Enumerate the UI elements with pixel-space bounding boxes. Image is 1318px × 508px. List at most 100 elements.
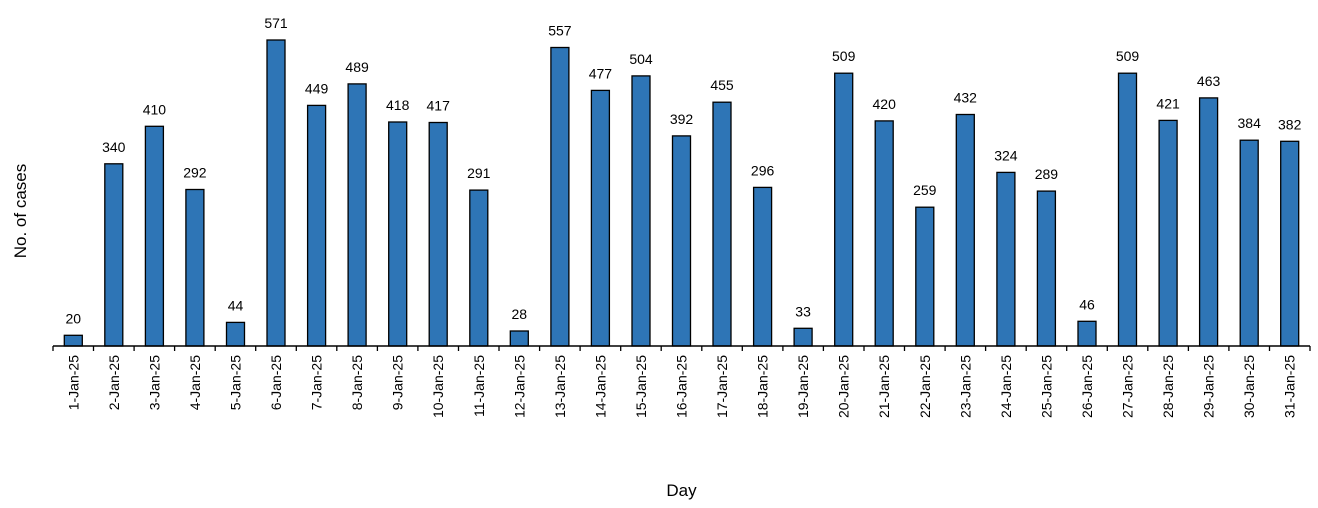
data-labels-group: 20 340 410 292 44 571 449 489 418 417 291 28 557 477 5… bbox=[66, 15, 1302, 326]
x-axis-title: Day bbox=[666, 481, 697, 500]
tick-label-4-Jan-25: 4-Jan-25 bbox=[187, 355, 203, 410]
tick-label-31-Jan-25: 31-Jan-25 bbox=[1282, 355, 1298, 418]
data-label-7-Jan-25: 449 bbox=[305, 80, 329, 96]
tick-label-21-Jan-25: 21-Jan-25 bbox=[876, 355, 892, 418]
data-label-12-Jan-25: 28 bbox=[512, 306, 528, 322]
bar-10-Jan-25 bbox=[428, 121, 448, 347]
tick-label-20-Jan-25: 20-Jan-25 bbox=[836, 355, 852, 418]
data-label-2-Jan-25: 340 bbox=[102, 139, 126, 155]
bar-15-Jan-25 bbox=[631, 75, 651, 347]
data-label-25-Jan-25: 289 bbox=[1035, 166, 1059, 182]
tick-label-3-Jan-25: 3-Jan-25 bbox=[146, 355, 162, 410]
bar-5-Jan-25 bbox=[225, 321, 246, 347]
tick-label-27-Jan-25: 27-Jan-25 bbox=[1120, 355, 1136, 418]
tick-label-14-Jan-25: 14-Jan-25 bbox=[592, 355, 608, 418]
bar-3-Jan-25 bbox=[144, 125, 165, 347]
bar-16-Jan-25 bbox=[671, 135, 692, 347]
data-label-22-Jan-25: 259 bbox=[913, 182, 937, 198]
data-label-15-Jan-25: 504 bbox=[629, 51, 653, 67]
data-label-21-Jan-25: 420 bbox=[873, 96, 897, 112]
bar-8-Jan-25 bbox=[347, 83, 367, 347]
data-label-13-Jan-25: 557 bbox=[548, 23, 572, 39]
data-label-8-Jan-25: 489 bbox=[345, 59, 369, 75]
x-ticks-group bbox=[52, 346, 1311, 351]
bar-18-Jan-25 bbox=[752, 186, 773, 347]
tick-label-1-Jan-25: 1-Jan-25 bbox=[65, 355, 81, 410]
data-label-11-Jan-25: 291 bbox=[467, 165, 491, 181]
tick-label-7-Jan-25: 7-Jan-25 bbox=[309, 355, 325, 410]
bar-25-Jan-25 bbox=[1036, 190, 1057, 347]
data-label-30-Jan-25: 384 bbox=[1238, 115, 1262, 131]
data-label-19-Jan-25: 33 bbox=[795, 303, 811, 319]
tick-label-24-Jan-25: 24-Jan-25 bbox=[998, 355, 1014, 418]
bar-28-Jan-25 bbox=[1158, 119, 1178, 347]
tick-label-15-Jan-25: 15-Jan-25 bbox=[633, 355, 649, 418]
data-label-17-Jan-25: 455 bbox=[710, 77, 734, 93]
data-label-5-Jan-25: 44 bbox=[228, 297, 244, 313]
tick-label-17-Jan-25: 17-Jan-25 bbox=[714, 355, 730, 418]
bar-19-Jan-25 bbox=[793, 327, 813, 347]
bar-21-Jan-25 bbox=[874, 120, 894, 347]
bar-11-Jan-25 bbox=[469, 189, 489, 347]
data-label-20-Jan-25: 509 bbox=[832, 48, 856, 64]
bar-4-Jan-25 bbox=[185, 188, 205, 347]
tick-label-13-Jan-25: 13-Jan-25 bbox=[552, 355, 568, 418]
bar-2-Jan-25 bbox=[104, 163, 124, 347]
data-label-24-Jan-25: 324 bbox=[994, 147, 1018, 163]
bar-7-Jan-25 bbox=[306, 104, 327, 347]
data-label-4-Jan-25: 292 bbox=[183, 165, 207, 181]
tick-label-6-Jan-25: 6-Jan-25 bbox=[268, 355, 284, 410]
tick-label-28-Jan-25: 28-Jan-25 bbox=[1160, 355, 1176, 418]
data-label-10-Jan-25: 417 bbox=[427, 98, 451, 114]
tick-label-30-Jan-25: 30-Jan-25 bbox=[1241, 355, 1257, 418]
bar-1-Jan-25 bbox=[63, 334, 83, 347]
tick-label-8-Jan-25: 8-Jan-25 bbox=[349, 355, 365, 410]
data-label-6-Jan-25: 571 bbox=[264, 15, 288, 31]
data-label-26-Jan-25: 46 bbox=[1079, 296, 1095, 312]
bar-23-Jan-25 bbox=[955, 113, 975, 347]
bar-9-Jan-25 bbox=[388, 121, 408, 347]
data-label-16-Jan-25: 392 bbox=[670, 111, 694, 127]
bar-27-Jan-25 bbox=[1117, 72, 1138, 347]
bar-14-Jan-25 bbox=[590, 89, 611, 347]
bar-13-Jan-25 bbox=[550, 46, 570, 347]
data-label-27-Jan-25: 509 bbox=[1116, 48, 1140, 64]
bar-30-Jan-25 bbox=[1239, 139, 1259, 347]
bar-31-Jan-25 bbox=[1280, 140, 1300, 347]
data-label-14-Jan-25: 477 bbox=[589, 65, 613, 81]
data-label-31-Jan-25: 382 bbox=[1278, 116, 1302, 132]
x-tick-labels-group: 1-Jan-25 2-Jan-25 3-Jan-25 4-Jan-25 5-Jan-25… bbox=[65, 355, 1297, 418]
tick-label-26-Jan-25: 26-Jan-25 bbox=[1079, 355, 1095, 418]
data-label-9-Jan-25: 418 bbox=[386, 97, 410, 113]
bar-24-Jan-25 bbox=[996, 171, 1016, 347]
tick-label-23-Jan-25: 23-Jan-25 bbox=[957, 355, 973, 418]
tick-label-29-Jan-25: 29-Jan-25 bbox=[1201, 355, 1217, 418]
tick-label-11-Jan-25: 11-Jan-25 bbox=[471, 355, 487, 417]
data-label-18-Jan-25: 296 bbox=[751, 162, 775, 178]
bar-22-Jan-25 bbox=[915, 206, 935, 347]
tick-label-10-Jan-25: 10-Jan-25 bbox=[430, 355, 446, 418]
data-label-28-Jan-25: 421 bbox=[1156, 95, 1180, 111]
y-axis-title: No. of cases bbox=[11, 164, 30, 259]
bar-17-Jan-25 bbox=[712, 101, 732, 347]
tick-label-25-Jan-25: 25-Jan-25 bbox=[1038, 355, 1054, 418]
tick-label-9-Jan-25: 9-Jan-25 bbox=[390, 355, 406, 410]
bars-group bbox=[63, 39, 1300, 347]
tick-label-12-Jan-25: 12-Jan-25 bbox=[511, 355, 527, 418]
tick-label-16-Jan-25: 16-Jan-25 bbox=[674, 355, 690, 418]
bar-29-Jan-25 bbox=[1198, 97, 1219, 347]
data-label-23-Jan-25: 432 bbox=[954, 90, 978, 106]
tick-label-18-Jan-25: 18-Jan-25 bbox=[755, 355, 771, 418]
tick-label-2-Jan-25: 2-Jan-25 bbox=[106, 355, 122, 410]
bar-26-Jan-25 bbox=[1077, 320, 1097, 347]
bar-20-Jan-25 bbox=[834, 72, 854, 347]
tick-label-22-Jan-25: 22-Jan-25 bbox=[917, 355, 933, 418]
tick-label-5-Jan-25: 5-Jan-25 bbox=[228, 355, 244, 410]
tick-label-19-Jan-25: 19-Jan-25 bbox=[795, 355, 811, 418]
bar-6-Jan-25 bbox=[266, 39, 286, 347]
bar-12-Jan-25 bbox=[509, 330, 529, 347]
data-label-29-Jan-25: 463 bbox=[1197, 73, 1221, 89]
data-label-1-Jan-25: 20 bbox=[66, 310, 82, 326]
